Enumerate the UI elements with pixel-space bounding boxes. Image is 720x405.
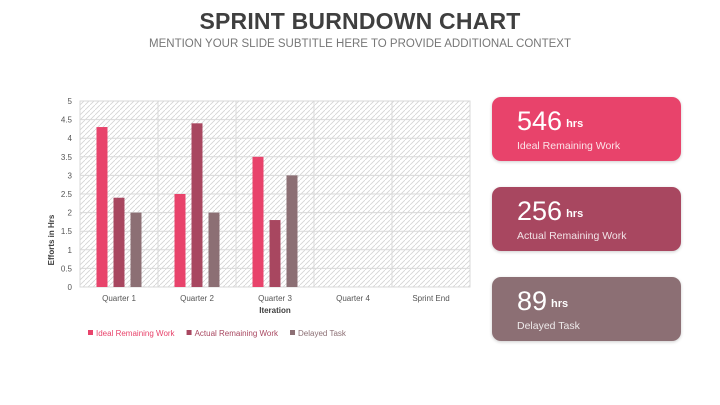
x-tick-label: Quarter 4	[336, 294, 370, 303]
x-tick-label: Quarter 3	[258, 294, 292, 303]
page-title: SPRINT BURNDOWN CHART	[199, 8, 521, 34]
legend-label: Delayed Task	[298, 329, 347, 338]
legend-swatch	[186, 330, 192, 335]
x-tick-label: Quarter 2	[180, 294, 214, 303]
burndown-bar-chart: 0 0.5 1 1.5 2 2.5 3 3.5 4 4.5 5 Quarter 1 Quarter 2 Q…	[47, 97, 471, 338]
x-axis-label: Iteration	[259, 306, 291, 315]
y-tick-label: 2.5	[61, 190, 73, 199]
y-tick-label: 3	[68, 171, 73, 180]
y-tick-label: 0.5	[61, 264, 73, 273]
bar	[130, 212, 142, 287]
legend-label: Actual Remaining Work	[195, 329, 279, 338]
page-subtitle: MENTION YOUR SLIDE SUBTITLE HERE TO PROV…	[149, 38, 571, 50]
bar	[269, 220, 281, 287]
card-unit: hrs	[566, 208, 584, 220]
bar	[113, 197, 125, 287]
y-tick-label: 2	[68, 209, 73, 218]
card-value: 546	[517, 106, 563, 136]
card-value: 256	[517, 196, 563, 226]
card-label: Delayed Task	[517, 320, 580, 332]
y-tick-label: 0	[68, 283, 73, 292]
y-tick-label: 4.5	[61, 116, 73, 125]
x-tick-label: Quarter 1	[102, 294, 136, 303]
card-value: 89	[517, 286, 548, 316]
bar	[208, 212, 220, 287]
bar	[191, 123, 203, 287]
bar	[96, 127, 108, 287]
card-unit: hrs	[566, 118, 584, 130]
y-tick-label: 5	[68, 97, 73, 106]
bar	[252, 156, 264, 287]
bar	[174, 194, 186, 287]
y-axis-label: Efforts in Hrs	[47, 214, 56, 265]
card-label: Ideal Remaining Work	[517, 140, 621, 152]
ideal-remaining-work-card: 546 hrs Ideal Remaining Work	[492, 97, 681, 161]
actual-remaining-work-card: 256 hrs Actual Remaining Work	[492, 187, 681, 251]
y-tick-label: 1.5	[61, 227, 73, 236]
card-label: Actual Remaining Work	[517, 230, 627, 242]
bar	[286, 175, 298, 287]
y-tick-label: 4	[68, 134, 73, 143]
legend-label: Ideal Remaining Work	[96, 329, 176, 338]
y-tick-label: 1	[68, 246, 73, 255]
card-unit: hrs	[551, 298, 569, 310]
delayed-task-card: 89 hrs Delayed Task	[492, 277, 681, 341]
legend-swatch	[290, 330, 296, 335]
legend-swatch	[88, 330, 93, 335]
y-tick-label: 3.5	[61, 153, 73, 162]
x-tick-label: Sprint End	[412, 294, 449, 303]
